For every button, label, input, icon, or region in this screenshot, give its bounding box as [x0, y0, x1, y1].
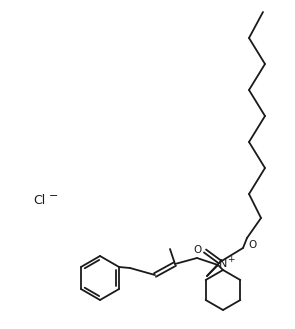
Text: −: −	[49, 191, 58, 201]
Text: N: N	[219, 259, 227, 269]
Text: +: +	[227, 256, 235, 265]
Text: Cl: Cl	[33, 193, 45, 207]
Text: O: O	[194, 245, 202, 255]
Text: O: O	[248, 240, 256, 250]
